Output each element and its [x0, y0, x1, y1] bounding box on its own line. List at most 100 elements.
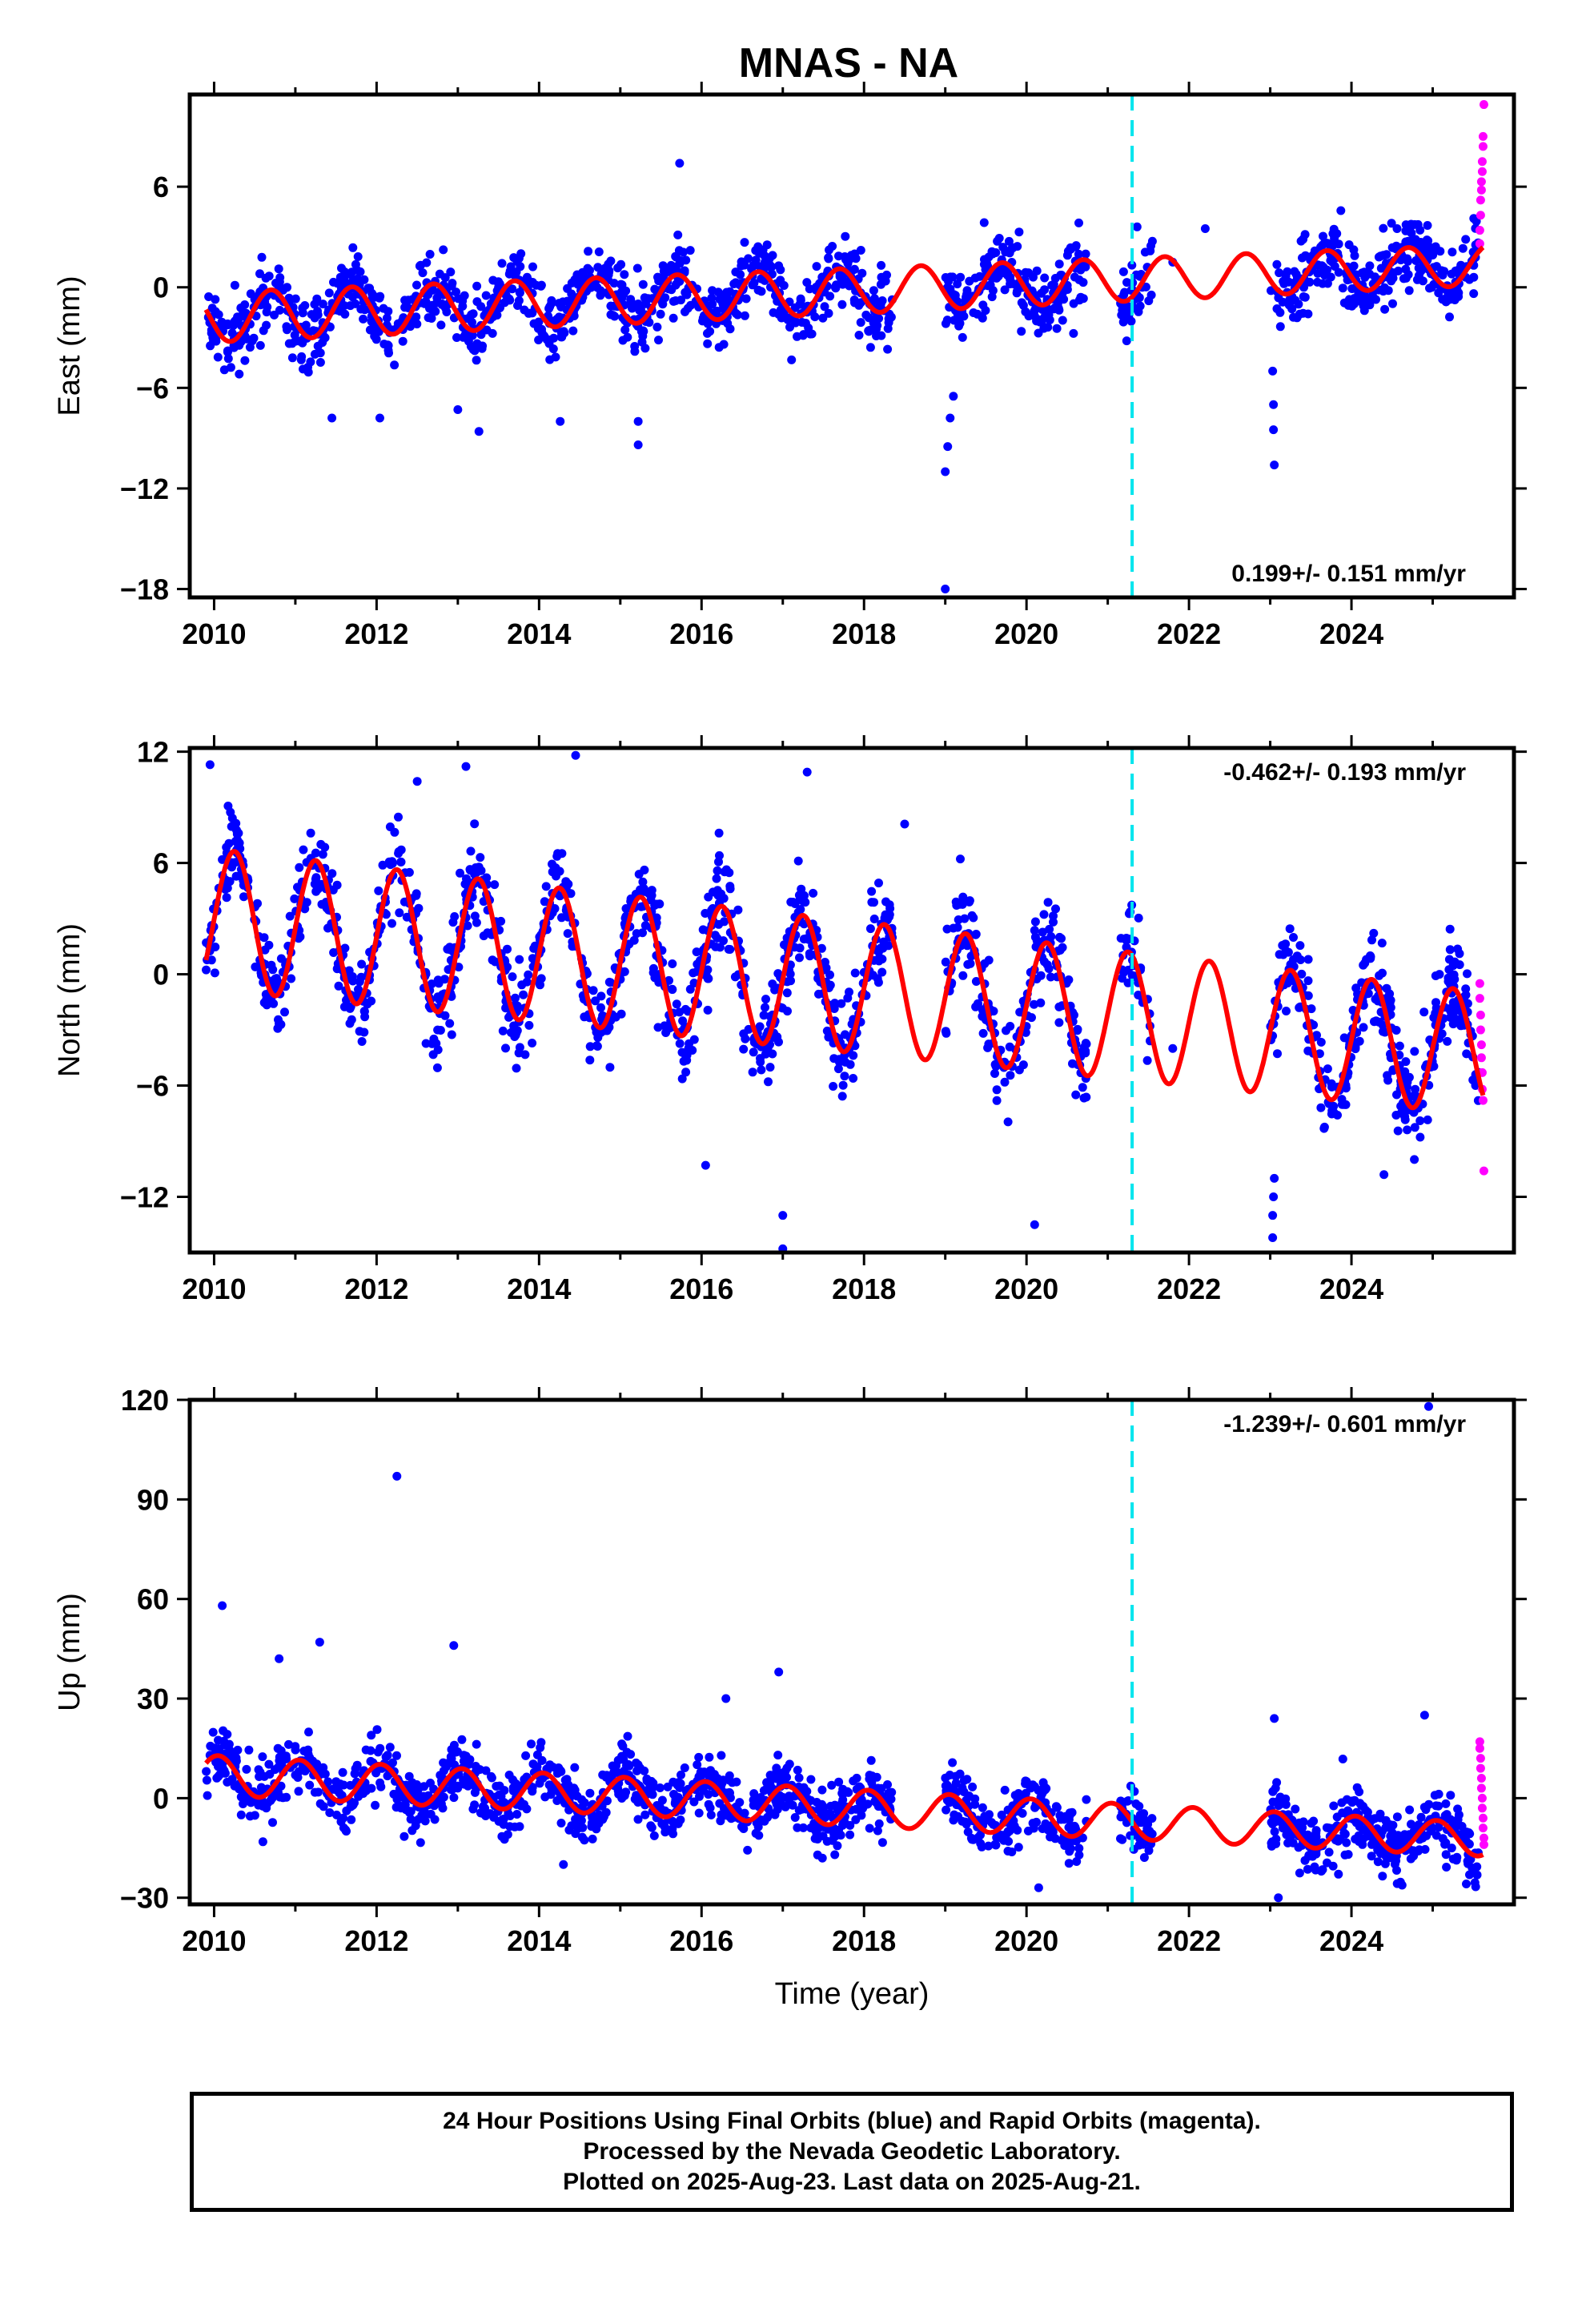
- north-data-point: [345, 1019, 355, 1028]
- east-data-point: [854, 331, 864, 340]
- up-data-point: [754, 1831, 764, 1840]
- up-data-point: [339, 1780, 348, 1790]
- north-data-point: [715, 850, 724, 860]
- up-data-point: [366, 1746, 375, 1755]
- east-data-point: [435, 269, 444, 279]
- up-rapid-point: [1477, 1793, 1487, 1803]
- up-data-point: [852, 1804, 861, 1814]
- up-data-point: [1004, 1836, 1014, 1846]
- north-data-point: [404, 867, 414, 877]
- up-data-point: [1307, 1819, 1316, 1828]
- north-data-point: [299, 845, 308, 854]
- up-data-point: [1021, 1779, 1030, 1788]
- east-data-point: [310, 300, 319, 309]
- up-data-point: [790, 1813, 800, 1822]
- north-data-point: [1295, 1003, 1304, 1012]
- up-data-point: [212, 1773, 222, 1783]
- east-data-point: [1347, 284, 1357, 293]
- up-data-point: [436, 1799, 446, 1809]
- east-data-point: [439, 245, 448, 255]
- east-outlier-point: [941, 467, 950, 476]
- north-data-point: [355, 1027, 364, 1036]
- north-rapid-point: [1475, 994, 1484, 1003]
- east-data-point: [290, 330, 299, 340]
- east-data-point: [1469, 289, 1479, 299]
- north-data-point: [1400, 1115, 1410, 1124]
- east-data-point: [669, 296, 678, 306]
- north-data-point: [873, 974, 882, 983]
- up-data-point: [273, 1743, 283, 1753]
- east-data-point: [436, 320, 446, 330]
- north-data-point: [311, 887, 321, 896]
- up-data-point: [693, 1760, 702, 1770]
- up-data-point: [981, 1815, 990, 1825]
- east-rapid-point: [1476, 185, 1486, 195]
- up-data-point: [622, 1747, 632, 1757]
- north-outlier-point: [778, 1244, 788, 1252]
- up-data-point: [325, 1808, 335, 1817]
- east-data-point: [958, 332, 967, 342]
- north-data-point: [1297, 969, 1307, 979]
- east-data-point: [864, 327, 873, 336]
- north-data-point: [334, 981, 343, 991]
- north-outlier-point: [1269, 1192, 1279, 1202]
- north-data-point: [874, 879, 883, 888]
- up-data-point: [776, 1799, 785, 1809]
- east-data-point: [1316, 242, 1326, 251]
- east-data-point: [955, 319, 965, 328]
- up-data-point: [359, 1784, 368, 1794]
- east-data-point: [737, 261, 746, 271]
- east-data-point: [1132, 222, 1142, 231]
- east-data-point: [1323, 239, 1332, 248]
- north-data-point: [548, 859, 556, 869]
- north-data-point: [1071, 1090, 1081, 1100]
- up-data-point: [572, 1791, 582, 1801]
- up-data-point: [208, 1727, 218, 1737]
- east-data-point: [703, 339, 713, 348]
- north-data-point: [276, 954, 286, 963]
- east-data-point: [825, 245, 833, 255]
- up-data-point: [1323, 1858, 1331, 1868]
- up-data-point: [465, 1755, 475, 1764]
- up-data-point: [528, 1783, 537, 1792]
- east-data-point: [993, 236, 1002, 246]
- north-data-point: [967, 911, 977, 920]
- east-data-point: [812, 262, 821, 271]
- up-data-point: [675, 1783, 685, 1792]
- north-data-point: [1393, 1126, 1403, 1136]
- east-data-point: [230, 280, 239, 290]
- east-data-point: [708, 286, 717, 296]
- east-data-point: [1069, 328, 1078, 338]
- north-data-point: [541, 882, 551, 891]
- east-data-point: [297, 352, 307, 361]
- north-x-tick-label: 2022: [1157, 1273, 1221, 1305]
- up-data-point: [1285, 1833, 1295, 1843]
- up-data-point: [453, 1781, 463, 1791]
- up-data-point: [323, 1777, 333, 1787]
- north-data-point: [421, 1039, 431, 1048]
- east-data-point: [514, 296, 524, 305]
- east-data-point: [946, 284, 955, 294]
- east-data-point: [1461, 235, 1471, 244]
- up-rapid-point: [1476, 1774, 1486, 1783]
- up-data-point: [294, 1787, 303, 1796]
- north-data-point: [840, 1072, 849, 1081]
- north-data-point: [954, 915, 963, 924]
- north-data-point: [768, 979, 777, 989]
- up-data-point: [291, 1771, 300, 1779]
- up-data-point: [1462, 1880, 1471, 1888]
- up-data-point: [511, 1786, 520, 1795]
- east-data-point: [677, 296, 685, 305]
- east-data-point: [1379, 283, 1389, 292]
- north-data-point: [1378, 968, 1387, 978]
- up-data-point: [1014, 1843, 1023, 1852]
- up-data-point: [266, 1795, 275, 1805]
- north-data-point: [470, 911, 480, 921]
- east-data-point: [1272, 259, 1282, 269]
- north-data-point: [805, 951, 814, 961]
- north-data-point: [1303, 991, 1313, 1000]
- north-data-point: [1079, 1043, 1089, 1052]
- east-data-point: [1285, 295, 1295, 304]
- up-data-point: [472, 1739, 481, 1749]
- up-data-point: [976, 1830, 985, 1839]
